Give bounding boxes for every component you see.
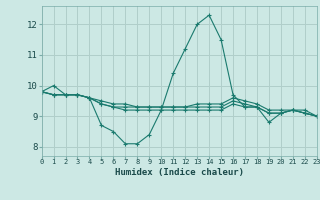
X-axis label: Humidex (Indice chaleur): Humidex (Indice chaleur) <box>115 168 244 177</box>
